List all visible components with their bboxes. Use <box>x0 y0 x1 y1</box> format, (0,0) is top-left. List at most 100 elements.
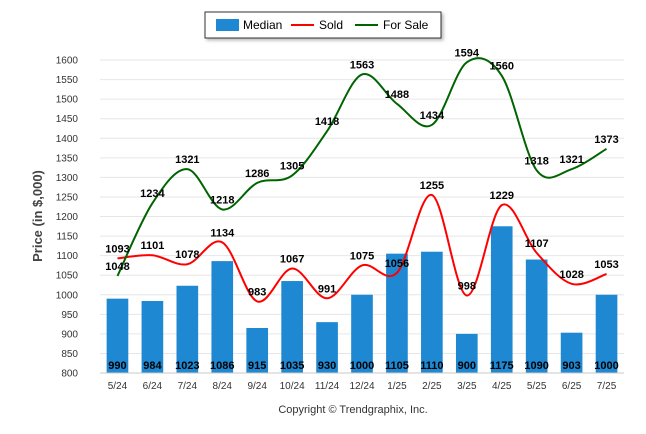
median-bar-label-1-25: 1105 <box>385 360 409 372</box>
sold-label-2-25: 1255 <box>420 180 444 192</box>
sold-label-7-24: 1078 <box>175 249 199 261</box>
for-sale-label-6-24: 1234 <box>140 188 165 200</box>
x-tick-label-7-25: 7/25 <box>597 381 617 392</box>
for-sale-label-7-24: 1321 <box>175 154 199 166</box>
legend-swatch-median <box>216 19 239 31</box>
y-axis-ticks: 800 850 900 950 1000 1050 1100 1150 1200 1250 1300… <box>56 56 79 380</box>
x-tick-label-12-24: 12/24 <box>349 381 374 392</box>
median-bar-label-3-25: 900 <box>458 360 476 372</box>
legend: Median Sold For Sale <box>204 11 442 39</box>
sold-label-8-24: 1134 <box>210 227 235 239</box>
trend-lines <box>116 57 608 303</box>
y-tick-label-1050: 1050 <box>56 271 79 282</box>
x-tick-label-6-24: 6/24 <box>143 381 163 392</box>
x-tick-label-5-25: 5/25 <box>527 381 547 392</box>
y-tick-label-800: 800 <box>61 369 78 380</box>
legend-box <box>204 11 442 39</box>
median-bar-4-25 <box>490 226 513 373</box>
sold-line <box>117 194 607 303</box>
sold-label-7-25: 1053 <box>594 259 618 271</box>
y-tick-label-1550: 1550 <box>56 75 79 86</box>
y-tick-label-1300: 1300 <box>56 173 79 184</box>
y-tick-label-1600: 1600 <box>56 56 79 67</box>
median-bars <box>106 226 618 373</box>
median-bar-8-24 <box>211 261 234 373</box>
copyright-text: Copyright © Trendgraphix, Inc. <box>278 404 427 416</box>
y-tick-label-1400: 1400 <box>56 134 79 145</box>
median-bar-label-5-25: 1090 <box>524 360 548 372</box>
x-tick-label-9-24: 9/24 <box>247 381 267 392</box>
for-sale-label-6-25: 1321 <box>559 154 583 166</box>
sold-label-9-24: 983 <box>248 286 266 298</box>
median-bar-label-11-24: 930 <box>318 360 336 372</box>
sold-label-11-24: 991 <box>318 283 336 295</box>
for-sale-label-10-24: 1305 <box>280 160 304 172</box>
median-bar-label-7-24: 1023 <box>175 360 199 372</box>
for-sale-label-12-24: 1563 <box>350 59 374 71</box>
sold-label-3-25: 998 <box>458 281 476 293</box>
for-sale-label-11-24: 1418 <box>315 116 339 128</box>
for-sale-label-7-25: 1373 <box>594 134 618 146</box>
data-labels: 990 984 1023 1086 915 1035 930 1000 1105 1110 900 1… <box>105 47 619 372</box>
sold-label-10-24: 1067 <box>280 254 304 266</box>
x-tick-label-6-25: 6/25 <box>562 381 582 392</box>
legend-label-median: Median <box>243 18 282 32</box>
median-bar-label-7-25: 1000 <box>594 360 618 372</box>
x-tick-label-4-25: 4/25 <box>492 381 512 392</box>
for-sale-label-9-24: 1286 <box>245 168 269 180</box>
median-bar-label-2-25: 1110 <box>420 360 443 372</box>
y-tick-label-1250: 1250 <box>56 192 79 203</box>
median-bar-11-24 <box>316 322 338 373</box>
median-bar-label-12-24: 1000 <box>350 360 374 372</box>
y-tick-label-1200: 1200 <box>56 212 79 223</box>
sold-label-6-24: 1101 <box>140 240 164 252</box>
sold-label-5-24: 1093 <box>105 243 129 255</box>
median-bar-10-24 <box>281 281 303 373</box>
sold-label-5-25: 1107 <box>525 238 549 250</box>
x-axis-ticks: 5/24 6/24 7/24 8/24 9/24 10/24 11/24 12/24 1/25 2… <box>108 381 617 392</box>
for-sale-label-8-24: 1218 <box>210 194 234 206</box>
median-bar-label-10-24: 1035 <box>280 360 304 372</box>
y-tick-label-1450: 1450 <box>56 114 79 125</box>
x-tick-label-8-24: 8/24 <box>213 381 233 392</box>
median-bar-label-5-24: 990 <box>108 360 126 372</box>
y-tick-label-1000: 1000 <box>56 290 79 301</box>
sold-label-1-25: 1056 <box>385 258 409 270</box>
x-tick-label-7-24: 7/24 <box>178 381 198 392</box>
median-bar-7-25 <box>595 294 618 373</box>
for-sale-label-3-25: 1594 <box>455 47 480 59</box>
for-sale-label-1-25: 1488 <box>385 89 409 101</box>
median-bar-label-6-25: 903 <box>562 360 580 372</box>
for-sale-label-2-25: 1434 <box>420 110 445 122</box>
x-tick-label-1-25: 1/25 <box>387 381 407 392</box>
for-sale-label-5-25: 1318 <box>524 155 548 167</box>
legend-label-for-sale: For Sale <box>383 18 429 32</box>
sold-label-4-25: 1229 <box>489 190 513 202</box>
y-tick-label-850: 850 <box>61 349 78 360</box>
median-bar-12-24 <box>351 294 373 373</box>
y-axis-title: Price (in $,000) <box>30 170 45 262</box>
median-bar-2-25 <box>421 251 443 373</box>
x-tick-label-2-25: 2/25 <box>422 381 442 392</box>
legend-label-sold: Sold <box>319 18 343 32</box>
y-tick-label-900: 900 <box>61 329 78 340</box>
x-tick-label-3-25: 3/25 <box>457 381 477 392</box>
sold-label-6-25: 1028 <box>559 269 583 281</box>
median-bar-7-24 <box>176 285 199 373</box>
y-tick-label-950: 950 <box>61 310 78 321</box>
median-bar-label-4-25: 1175 <box>490 360 514 372</box>
x-tick-label-5-24: 5/24 <box>108 381 128 392</box>
sold-label-12-24: 1075 <box>350 250 374 262</box>
median-bar-label-6-24: 984 <box>143 360 162 372</box>
median-bar-label-8-24: 1086 <box>210 360 234 372</box>
median-bar-6-25 <box>560 332 583 373</box>
median-bar-9-24 <box>246 328 269 373</box>
y-tick-label-1500: 1500 <box>56 95 79 106</box>
y-tick-label-1150: 1150 <box>56 232 78 243</box>
for-sale-label-4-25: 1560 <box>489 61 513 73</box>
median-bar-3-25 <box>455 333 478 373</box>
y-tick-label-1350: 1350 <box>56 153 79 164</box>
x-tick-label-11-24: 11/24 <box>315 381 340 392</box>
median-bar-5-24 <box>106 298 129 373</box>
